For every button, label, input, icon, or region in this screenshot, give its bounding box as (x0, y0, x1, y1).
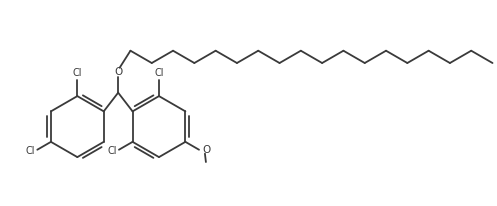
Text: O: O (202, 145, 210, 155)
Text: Cl: Cl (73, 68, 82, 78)
Text: Cl: Cl (107, 146, 117, 156)
Text: Cl: Cl (26, 146, 35, 156)
Text: Cl: Cl (154, 68, 164, 78)
Text: O: O (114, 67, 122, 77)
